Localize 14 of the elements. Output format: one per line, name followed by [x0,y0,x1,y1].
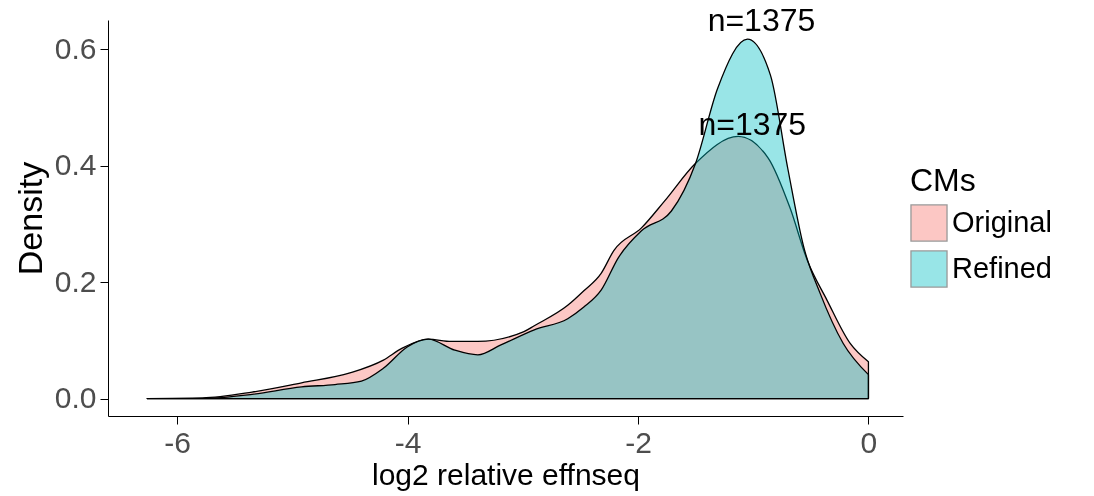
legend-label: Original [952,206,1052,238]
y-tick-label: 0.2 [54,264,97,298]
legend-label: Refined [952,252,1052,284]
x-tick-label: -6 [164,425,191,459]
y-tick-label: 0.6 [54,31,97,65]
y-tick-label: 0.0 [54,381,97,415]
x-tick-label: -2 [625,425,652,459]
y-tick-label: 0.4 [54,148,97,182]
x-tick-label: -4 [394,425,422,459]
x-axis-title: log2 relative effnseq [372,457,640,491]
y-axis-title: Density [10,161,49,276]
x-tick-label: 0 [860,425,878,459]
legend-title: CMs [910,162,976,198]
annotation: n=1375 [707,2,816,39]
